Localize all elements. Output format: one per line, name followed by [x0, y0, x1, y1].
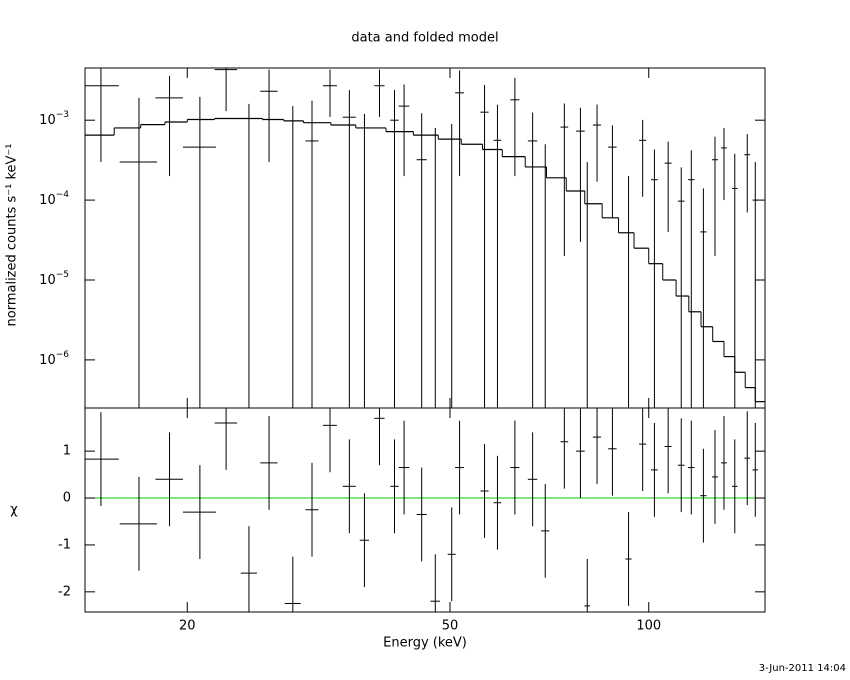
x-tick-label: 20: [179, 619, 196, 634]
chart-title: data and folded model: [351, 31, 498, 46]
y-tick-label: -1: [58, 537, 71, 552]
y-tick-base: 10: [39, 113, 56, 128]
y-tick-label: 10−6: [39, 349, 69, 367]
y-tick-exponent: −6: [56, 349, 70, 359]
y-tick-base: 10: [39, 272, 56, 287]
y-tick-exponent: −3: [56, 110, 69, 120]
panel-frame: [84, 67, 766, 409]
y-tick-label: 10−4: [39, 190, 69, 208]
y-axis-label: χ: [10, 503, 18, 518]
plot-area: [85, 68, 765, 408]
y-tick-label: 10−3: [39, 110, 69, 128]
plot-area: [85, 408, 765, 612]
y-tick-label: -2: [58, 584, 71, 599]
x-axis-label: Energy (keV): [383, 636, 467, 651]
panel-frame: [84, 407, 766, 613]
y-tick-exponent: −4: [56, 190, 70, 200]
y-tick-label: 1: [63, 444, 71, 459]
timestamp: 3-Jun-2011 14:04: [759, 663, 846, 674]
y-axis-label: normalized counts s⁻¹ keV⁻¹: [5, 144, 20, 327]
y-tick-label: 10−5: [39, 269, 69, 287]
y-tick-exponent: −5: [56, 269, 69, 279]
x-tick-label: 50: [442, 619, 459, 634]
y-tick-label: 0: [63, 491, 71, 506]
y-tick-base: 10: [39, 352, 56, 367]
y-tick-base: 10: [39, 193, 56, 208]
x-tick-label: 100: [636, 619, 661, 634]
